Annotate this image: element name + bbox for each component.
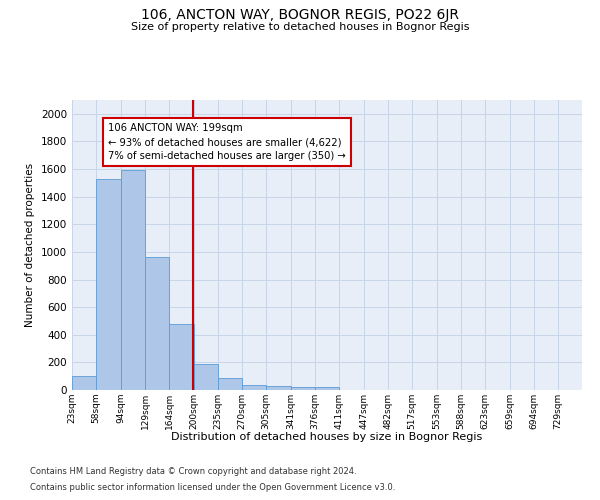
Y-axis label: Number of detached properties: Number of detached properties bbox=[25, 163, 35, 327]
Bar bbox=[169, 324, 194, 390]
Bar bbox=[97, 178, 121, 390]
Text: Size of property relative to detached houses in Bognor Regis: Size of property relative to detached ho… bbox=[131, 22, 469, 32]
Bar bbox=[291, 387, 314, 390]
Bar bbox=[145, 258, 169, 390]
Bar bbox=[121, 170, 145, 390]
Text: 106, ANCTON WAY, BOGNOR REGIS, PO22 6JR: 106, ANCTON WAY, BOGNOR REGIS, PO22 6JR bbox=[141, 8, 459, 22]
Bar bbox=[218, 378, 242, 390]
Text: Contains HM Land Registry data © Crown copyright and database right 2024.: Contains HM Land Registry data © Crown c… bbox=[30, 467, 356, 476]
Bar bbox=[266, 386, 290, 390]
Text: Contains public sector information licensed under the Open Government Licence v3: Contains public sector information licen… bbox=[30, 484, 395, 492]
Text: Distribution of detached houses by size in Bognor Regis: Distribution of detached houses by size … bbox=[172, 432, 482, 442]
Text: 106 ANCTON WAY: 199sqm
← 93% of detached houses are smaller (4,622)
7% of semi-d: 106 ANCTON WAY: 199sqm ← 93% of detached… bbox=[108, 124, 346, 162]
Bar bbox=[72, 376, 96, 390]
Bar bbox=[194, 364, 218, 390]
Bar bbox=[242, 385, 266, 390]
Bar bbox=[315, 387, 339, 390]
